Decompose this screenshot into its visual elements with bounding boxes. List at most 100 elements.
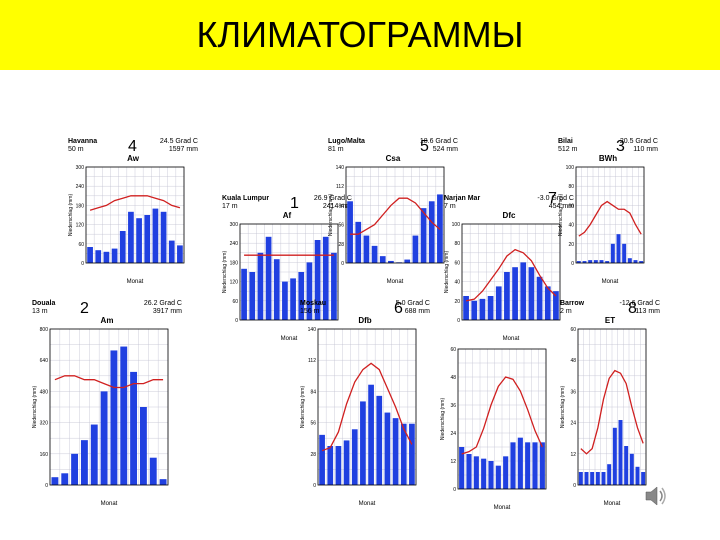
chart-header: Douala13 m26.2 Grad C3917 mm xyxy=(32,300,182,315)
svg-text:Monat: Monat xyxy=(387,279,404,285)
svg-text:Niederschlag (mm): Niederschlag (mm) xyxy=(222,251,228,294)
svg-text:84: 84 xyxy=(338,204,344,210)
svg-text:Niederschlag (mm): Niederschlag (mm) xyxy=(32,386,38,429)
chart-header: Moskau156 m5.0 Grad C688 mm xyxy=(300,300,430,315)
svg-text:80: 80 xyxy=(568,185,574,191)
svg-text:Monat: Monat xyxy=(503,336,520,342)
svg-text:Niederschlag (mm): Niederschlag (mm) xyxy=(440,398,446,441)
svg-text:Monat: Monat xyxy=(604,501,621,507)
chart-header: Lugo/Malta81 m18.6 Grad C524 mm xyxy=(328,138,458,153)
svg-text:60: 60 xyxy=(568,204,574,210)
svg-text:Niederschlag (mm): Niederschlag (mm) xyxy=(328,194,334,237)
svg-text:Monat: Monat xyxy=(281,336,298,342)
svg-text:120: 120 xyxy=(230,280,239,286)
svg-text:Niederschlag (mm): Niederschlag (mm) xyxy=(300,386,306,429)
svg-text:Monat: Monat xyxy=(494,505,511,511)
title-bar: КЛИМАТОГРАММЫ xyxy=(0,0,720,70)
svg-text:300: 300 xyxy=(76,165,85,171)
svg-text:20: 20 xyxy=(568,242,574,248)
chart-number-5: 5 xyxy=(420,138,429,156)
svg-text:Niederschlag (mm): Niederschlag (mm) xyxy=(68,194,74,237)
climograph-svg: Monat0160320480640800Niederschlag (mm) xyxy=(32,325,182,511)
svg-text:56: 56 xyxy=(310,421,316,427)
svg-text:0: 0 xyxy=(453,487,456,493)
chart-number-4: 4 xyxy=(128,138,137,156)
climate-type: ET xyxy=(560,316,660,325)
svg-text:48: 48 xyxy=(450,375,456,381)
svg-text:28: 28 xyxy=(338,242,344,248)
climograph-7: Narjan Mar7 m-3.0 Grad C454 mmDfcMonat02… xyxy=(444,195,574,346)
climograph-6: Moskau156 m5.0 Grad C688 mmDfb Monat 0 28 56… xyxy=(300,300,430,511)
chart-header: Barrow2 m-12.6 Grad C113 mm xyxy=(560,300,660,315)
svg-text:20: 20 xyxy=(454,299,460,305)
climograph-4: Havanna50 m24.5 Grad C1597 mmAwMonat0601… xyxy=(68,138,198,289)
climograph-8: Barrow2 m-12.6 Grad C113 mmET Monat 0 12 24 3… xyxy=(560,300,660,511)
svg-text:160: 160 xyxy=(40,452,49,458)
svg-text:0: 0 xyxy=(313,483,316,489)
climograph-svg: Monat0285684112140Niederschlag (mm) xyxy=(328,163,458,289)
svg-text:140: 140 xyxy=(336,165,345,171)
climate-type: Dfb xyxy=(300,316,430,325)
svg-text:60: 60 xyxy=(450,347,456,353)
svg-text:Monat: Monat xyxy=(602,279,619,285)
speaker-icon xyxy=(642,482,670,510)
svg-text:0: 0 xyxy=(81,261,84,267)
chart-number-1: 1 xyxy=(290,195,299,213)
svg-text:100: 100 xyxy=(452,222,461,228)
chart-number-2: 2 xyxy=(80,300,89,318)
svg-text:0: 0 xyxy=(45,483,48,489)
chart-number-8: 8 xyxy=(628,300,637,318)
climograph-svg: Monat 0 12 24 36 48 60 Niederschlag (mm) xyxy=(440,345,560,515)
svg-text:0: 0 xyxy=(571,261,574,267)
svg-text:112: 112 xyxy=(336,185,344,191)
svg-text:640: 640 xyxy=(40,359,49,365)
climograph-3: Bilai512 m20.5 Grad C110 mmBWhMonat02040… xyxy=(558,138,658,289)
svg-text:Monat: Monat xyxy=(127,279,144,285)
svg-text:12: 12 xyxy=(450,459,456,465)
svg-text:48: 48 xyxy=(570,359,576,365)
svg-text:40: 40 xyxy=(568,223,574,229)
svg-text:0: 0 xyxy=(235,318,238,324)
chart-number-3: 3 xyxy=(616,138,625,156)
svg-text:60: 60 xyxy=(570,327,576,333)
svg-text:Niederschlag (mm): Niederschlag (mm) xyxy=(560,386,566,429)
climograph-svg: Monat 0 20 40 60 80 100 Niederschlag (mm) xyxy=(444,220,574,346)
svg-text:180: 180 xyxy=(76,204,85,210)
climograph-5: Lugo/Malta81 m18.6 Grad C524 mmCsa Monat 0… xyxy=(328,138,458,289)
svg-text:0: 0 xyxy=(457,318,460,324)
svg-text:0: 0 xyxy=(573,483,576,489)
svg-text:112: 112 xyxy=(308,359,316,365)
climate-type: Am xyxy=(32,316,182,325)
svg-text:60: 60 xyxy=(232,299,238,305)
climate-type: Dfc xyxy=(444,211,574,220)
svg-text:80: 80 xyxy=(454,242,460,248)
svg-text:28: 28 xyxy=(310,452,316,458)
svg-text:24: 24 xyxy=(570,421,576,427)
chart-header: Bilai512 m20.5 Grad C110 mm xyxy=(558,138,658,153)
svg-text:800: 800 xyxy=(40,327,49,333)
svg-text:0: 0 xyxy=(341,261,344,267)
svg-text:40: 40 xyxy=(454,280,460,286)
svg-text:300: 300 xyxy=(230,222,239,228)
svg-text:100: 100 xyxy=(566,165,575,171)
svg-text:Niederschlag (mm): Niederschlag (mm) xyxy=(558,194,564,237)
svg-text:120: 120 xyxy=(76,223,85,229)
svg-text:Niederschlag (mm): Niederschlag (mm) xyxy=(444,251,450,294)
climate-type: Csa xyxy=(328,154,458,163)
svg-text:Monat: Monat xyxy=(359,501,376,507)
svg-text:84: 84 xyxy=(310,390,316,396)
svg-text:320: 320 xyxy=(40,421,49,427)
chart-number-7: 7 xyxy=(548,190,557,208)
svg-text:24: 24 xyxy=(450,431,456,437)
svg-text:140: 140 xyxy=(308,327,317,333)
svg-text:180: 180 xyxy=(230,261,239,267)
chart-number-6: 6 xyxy=(394,300,403,318)
charts-area: Havanna50 m24.5 Grad C1597 mmAwMonat0601… xyxy=(0,70,720,540)
svg-text:36: 36 xyxy=(450,403,456,409)
svg-text:60: 60 xyxy=(78,242,84,248)
svg-text:240: 240 xyxy=(76,185,85,191)
climograph-2: Douala13 m26.2 Grad C3917 mmAm Monat 0 160 3… xyxy=(32,300,182,511)
svg-text:36: 36 xyxy=(570,390,576,396)
svg-text:12: 12 xyxy=(570,452,576,458)
svg-text:Monat: Monat xyxy=(101,501,118,507)
